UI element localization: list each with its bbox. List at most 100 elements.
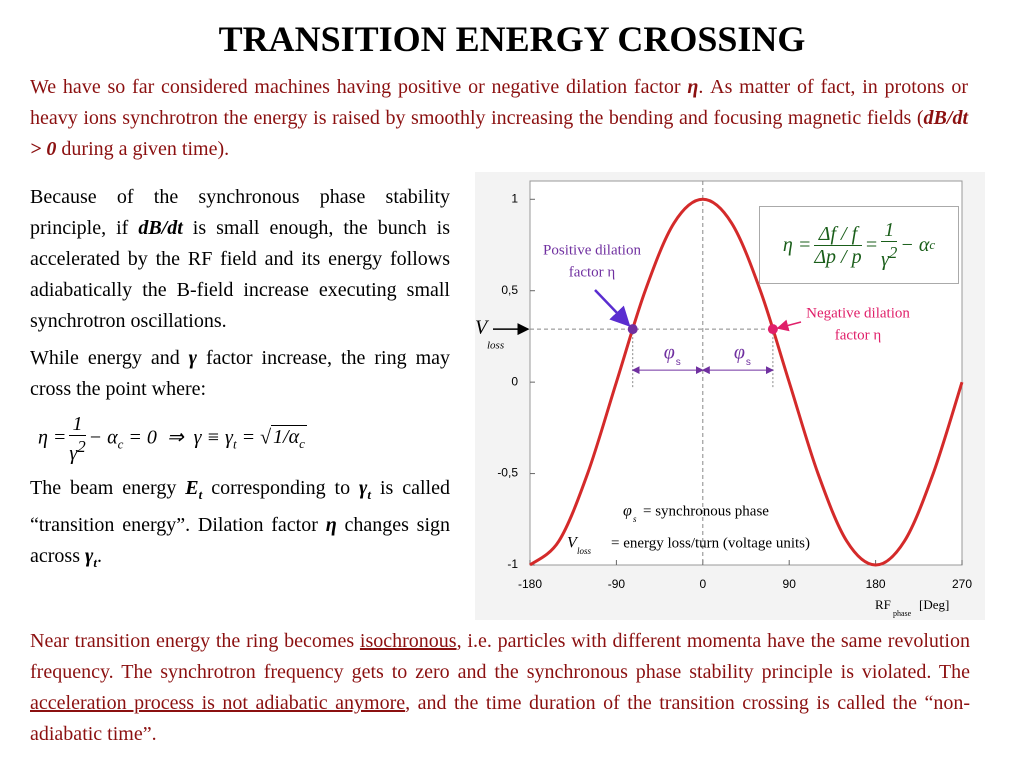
num: Δf / f (818, 222, 858, 245)
symbol: γ (84, 544, 94, 567)
text: We have so far considered machines havin… (30, 76, 688, 98)
eq: = (864, 233, 879, 256)
x-tick-label: -90 (608, 577, 626, 591)
text: factor increase, the ring may cross the … (30, 347, 450, 400)
eq: 2 (77, 437, 86, 456)
symbol: γ (188, 347, 197, 369)
y-tick-label: -0,5 (497, 466, 518, 480)
x-tick-label: 0 (699, 577, 706, 591)
vloss-label: V (475, 317, 490, 339)
intro: We have so far considered machines havin… (30, 72, 968, 165)
num: 1 (884, 219, 895, 242)
legend-sub: s (633, 514, 637, 524)
text: The beam energy (30, 476, 186, 499)
fraction: 1 γ2 (881, 219, 898, 271)
eq: c (299, 436, 305, 452)
text: is small enough, the bunch is accelerate… (30, 217, 450, 332)
text: corresponding to (202, 476, 360, 499)
pos-label: factor η (569, 264, 616, 280)
num: 1 (72, 413, 83, 435)
neg-label: Negative dilation (806, 305, 910, 321)
text: Because of the synchronous phase stabili… (30, 186, 450, 239)
marker (767, 324, 778, 335)
eq: t (232, 436, 237, 452)
x-tick-label: 90 (783, 577, 797, 591)
title: TRANSITION ENERGY CROSSING (218, 19, 806, 59)
text: . (96, 544, 102, 567)
phi-label: φ (664, 342, 675, 364)
text: is called “transition energy”. Dilation … (30, 476, 450, 536)
fraction: 1 γ2 (69, 413, 86, 465)
eq: γ (881, 248, 889, 271)
eq: η = (782, 233, 812, 256)
text: , and the time duration of the transitio… (30, 692, 970, 745)
text: acceleration process is not adiabatic an… (30, 692, 406, 714)
legend-text: = synchronous phase (643, 503, 769, 519)
phi-label: φ (734, 342, 745, 364)
eq: 1/α (273, 426, 300, 449)
fraction: Δf / f Δp / p (814, 222, 862, 268)
phi-sub: s (746, 357, 751, 368)
eq: γ (69, 442, 78, 465)
paragraph: While energy and γ factor increase, the … (30, 343, 450, 405)
symbol: t (367, 486, 371, 502)
root: 1/αc (271, 425, 307, 452)
den: γ2 (69, 435, 86, 465)
neg-label: factor η (835, 327, 882, 343)
eq: c (117, 436, 124, 452)
marker (627, 324, 638, 335)
symbol: t (93, 554, 97, 570)
pos-label: Positive dilation (543, 242, 641, 258)
legend-symbol: V (567, 535, 579, 552)
y-tick-label: 1 (511, 191, 518, 205)
x-axis-label: RF (875, 597, 891, 612)
text: . As matter of fact, in protons or heavy… (30, 76, 968, 129)
legend-symbol: φ (623, 503, 632, 520)
eq: η = (38, 426, 67, 449)
text: Near transition energy the ring becomes (30, 630, 360, 652)
bottom-paragraph: Near transition energy the ring becomes … (30, 626, 970, 750)
y-tick-label: -1 (507, 557, 518, 571)
symbol: E (185, 476, 199, 499)
den: γ2 (881, 241, 898, 271)
y-tick-label: 0 (511, 374, 518, 388)
neg-arrow (776, 319, 802, 332)
paragraph: The beam energy Et corresponding to γt i… (30, 473, 450, 578)
symbol: t (198, 486, 203, 502)
x-tick-label: -180 (518, 577, 542, 591)
curve (529, 197, 964, 567)
eq: c (929, 237, 936, 252)
pos-arrow (594, 289, 631, 327)
eq: − α (88, 426, 118, 449)
legend-text: = energy loss/turn (voltage units) (611, 535, 810, 551)
x-tick-label: 270 (952, 577, 972, 591)
left-column: Because of the synchronous phase stabili… (30, 182, 450, 578)
y-tick-label: 0,5 (501, 283, 518, 297)
den: Δp / p (814, 244, 862, 268)
symbol: γ (359, 476, 368, 499)
symbol: η (687, 76, 699, 98)
text: , i.e. particles with different momenta … (30, 630, 970, 683)
legend-sub: loss (577, 546, 592, 556)
symbol: η (325, 513, 337, 536)
eq: 2 (889, 243, 898, 263)
text: changes sign across (30, 513, 450, 567)
x-axis-sub: phase (893, 609, 912, 618)
chart-panel: -1 -0,5 0 0,5 1 -180 -90 0 90 180 270 φ s φ s Positive … (475, 172, 985, 620)
x-axis-unit: [Deg] (919, 597, 949, 612)
x-tick-label: 180 (866, 577, 886, 591)
symbol: dB/dt > 0 (30, 107, 968, 160)
text: isochronous (359, 630, 457, 652)
paragraph: Because of the synchronous phase stabili… (30, 182, 450, 337)
eq: = (241, 426, 256, 449)
vloss-sub: loss (487, 340, 504, 352)
text: during a given time). (56, 138, 230, 160)
equation: η = 1 γ2− αc = 0 ⇒ γ ≡ γt = √ 1/αc (38, 413, 307, 465)
symbol: dB/dt (138, 217, 183, 239)
text: While energy and (30, 347, 189, 369)
phi-sub: s (676, 357, 681, 368)
eq: = 0 ⇒ γ ≡ γ (128, 426, 233, 449)
eq: − α (900, 233, 930, 256)
